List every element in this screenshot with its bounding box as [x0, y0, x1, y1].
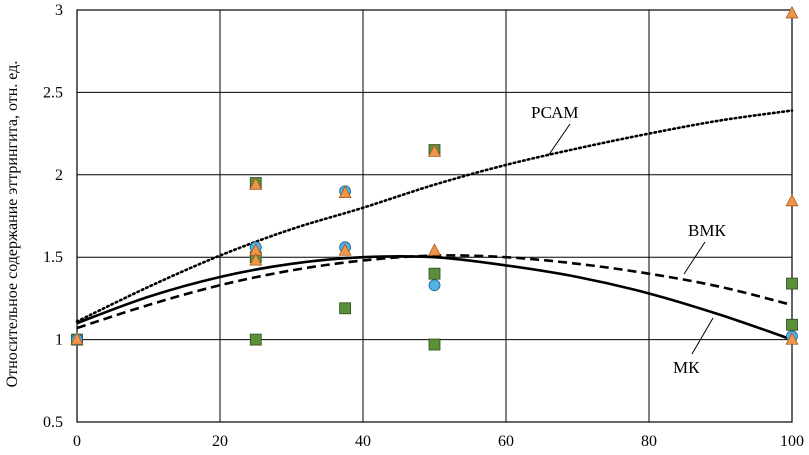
curve-label: РСАМ — [531, 103, 579, 122]
curve-label: МК — [673, 358, 700, 377]
square-marker — [428, 267, 441, 280]
y-tick-label: 0.5 — [43, 414, 63, 431]
triangle-marker — [785, 332, 799, 345]
triangle-marker — [338, 185, 352, 198]
triangle-marker — [249, 253, 263, 266]
curve-label-leader — [683, 241, 706, 275]
curve-label: ВМК — [688, 221, 726, 240]
x-tick-label: 0 — [73, 433, 81, 450]
annotation-layer: РСАМ ВМК МК — [531, 103, 726, 377]
square-marker — [786, 318, 798, 331]
x-tick-label: 20 — [212, 433, 228, 450]
marker-layer — [70, 5, 799, 351]
square-marker — [786, 277, 798, 290]
x-tick-label: 80 — [641, 433, 657, 450]
tick-layer: 0 20 40 60 80 100 0.5 1 1.5 2 2.5 3 — [43, 2, 804, 450]
y-tick-label: 1 — [55, 332, 63, 349]
square-marker — [249, 333, 262, 346]
y-axis-label: Относительное содержание эттрингита, отн… — [4, 61, 21, 388]
curve-label-leader — [547, 123, 571, 157]
triangle-marker — [338, 243, 352, 256]
plot-border — [76, 9, 793, 423]
triangle-marker — [249, 177, 263, 190]
curve-label-leader — [691, 317, 714, 355]
circle-marker — [428, 279, 441, 292]
square-marker — [339, 302, 352, 315]
y-tick-label: 2 — [55, 167, 63, 184]
y-tick-label: 3 — [55, 2, 63, 19]
y-tick-label: 2.5 — [43, 84, 63, 101]
triangle-marker — [785, 5, 799, 19]
square-marker — [428, 338, 441, 351]
triangle-marker — [70, 332, 84, 345]
triangle-marker — [428, 243, 441, 256]
trend-curve-solid — [76, 254, 793, 341]
triangle-marker — [785, 193, 799, 207]
x-tick-label: 60 — [498, 433, 514, 450]
grid-layer — [76, 9, 793, 423]
x-tick-label: 40 — [355, 433, 371, 450]
y-tick-label: 1.5 — [43, 249, 63, 266]
triangle-marker — [428, 144, 441, 157]
trend-curve-dotted — [75, 109, 794, 323]
x-tick-label: 100 — [780, 433, 804, 450]
